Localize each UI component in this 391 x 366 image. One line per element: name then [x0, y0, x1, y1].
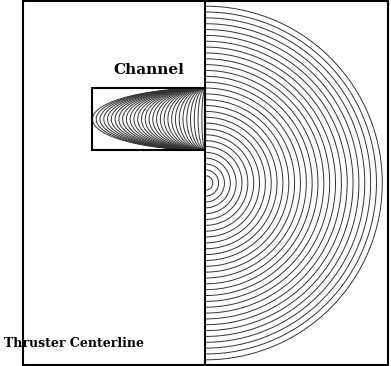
Bar: [92, 88, 206, 150]
Text: Thruster Centerline: Thruster Centerline: [4, 337, 144, 350]
Text: Channel: Channel: [113, 63, 185, 77]
